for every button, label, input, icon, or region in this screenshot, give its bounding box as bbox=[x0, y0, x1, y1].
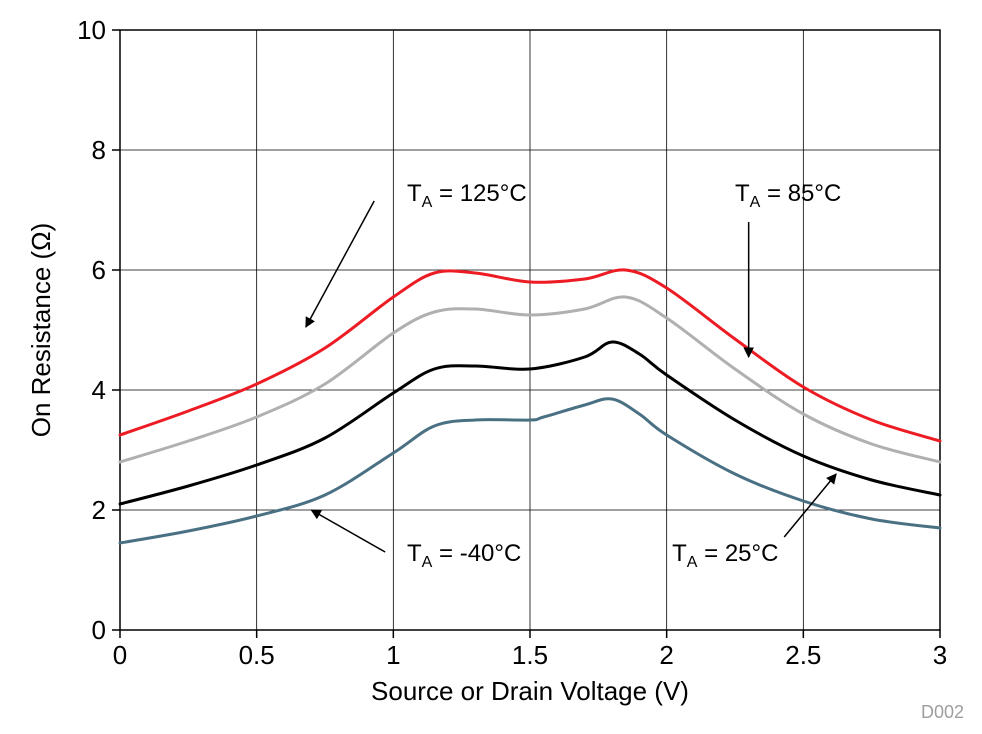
ytick-label: 6 bbox=[92, 255, 106, 285]
xtick-label: 0 bbox=[113, 640, 127, 670]
xtick-label: 2 bbox=[659, 640, 673, 670]
on-resistance-chart: 0 0.5 1 1.5 2 2.5 3 0 2 4 6 8 10 Source or Drain Volt… bbox=[0, 0, 982, 734]
xtick-label: 1 bbox=[386, 640, 400, 670]
ytick-label: 8 bbox=[92, 135, 106, 165]
figure-footer: D002 bbox=[921, 702, 964, 722]
xtick-label: 3 bbox=[933, 640, 947, 670]
ylabel: On Resistance (Ω) bbox=[26, 223, 56, 438]
xtick-label: 0.5 bbox=[239, 640, 275, 670]
ytick-label: 0 bbox=[92, 615, 106, 645]
ytick-label: 10 bbox=[77, 15, 106, 45]
xlabel: Source or Drain Voltage (V) bbox=[371, 676, 689, 706]
ytick-label: 2 bbox=[92, 495, 106, 525]
xtick-label: 1.5 bbox=[512, 640, 548, 670]
xtick-label: 2.5 bbox=[785, 640, 821, 670]
ytick-label: 4 bbox=[92, 375, 106, 405]
